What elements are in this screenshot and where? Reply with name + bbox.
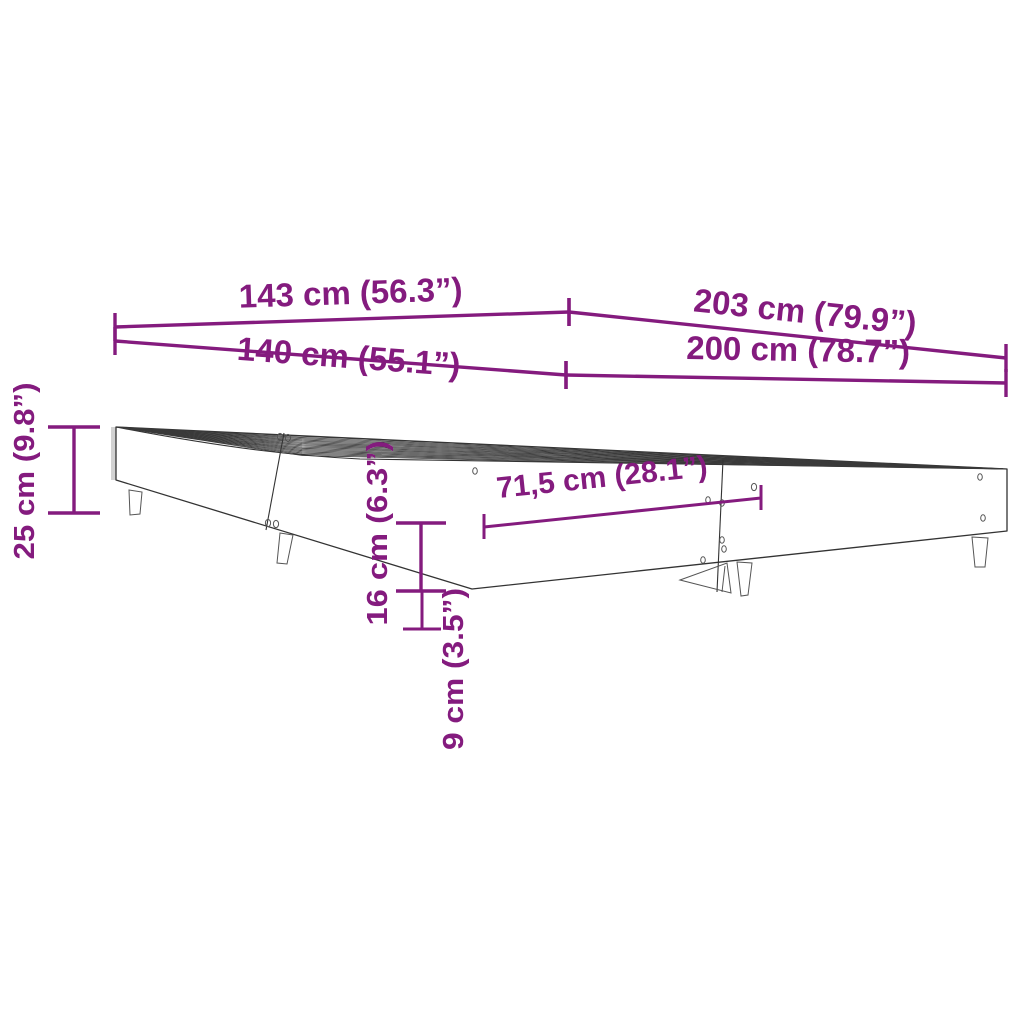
svg-text:9 cm (3.5”): 9 cm (3.5”) bbox=[438, 588, 470, 750]
svg-text:16 cm (6.3”): 16 cm (6.3”) bbox=[362, 441, 394, 626]
svg-text:143 cm (56.3”): 143 cm (56.3”) bbox=[238, 270, 463, 314]
svg-text:200 cm (78.7”): 200 cm (78.7”) bbox=[686, 329, 910, 370]
svg-text:25 cm (9.8”): 25 cm (9.8”) bbox=[9, 383, 41, 560]
